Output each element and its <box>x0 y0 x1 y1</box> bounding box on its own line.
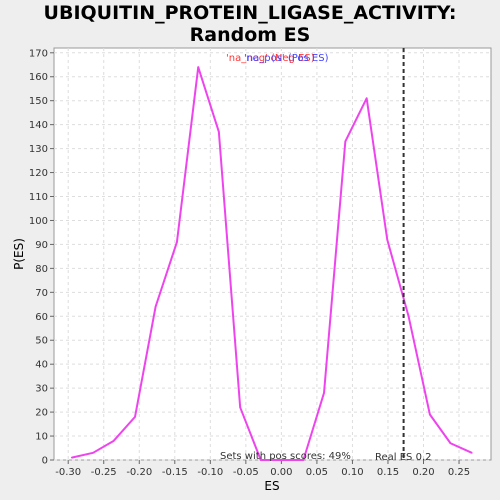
data-point <box>386 238 389 241</box>
x-tick-label: -0.10 <box>197 467 223 478</box>
y-tick-label: 160 <box>29 72 48 83</box>
y-tick-label: 50 <box>35 336 48 347</box>
y-tick-label: 130 <box>29 144 48 155</box>
x-tick-label: -0.25 <box>91 467 117 478</box>
data-point <box>92 452 94 454</box>
data-point <box>281 459 283 461</box>
y-tick-label: 20 <box>35 408 48 419</box>
data-point <box>154 305 157 308</box>
y-axis-ticks: 0 10 20 30 40 50 60 70 80 90 100 110 120 130 140 150 160… <box>29 48 54 467</box>
data-point <box>70 456 73 459</box>
y-tick-label: 80 <box>35 264 48 275</box>
series-layer <box>70 66 473 461</box>
legend-entry-pos: 'na_pos' (Pos ES) <box>244 53 329 64</box>
x-tick-label: -0.30 <box>55 467 81 478</box>
data-point <box>344 140 347 143</box>
data-point <box>365 97 368 100</box>
y-tick-label: 120 <box>29 168 48 179</box>
x-tick-label: 0.20 <box>412 467 434 478</box>
pos-scores-label: Sets with pos scores: 49% <box>220 451 351 462</box>
y-tick-label: 90 <box>35 240 48 251</box>
data-point <box>176 241 178 243</box>
x-tick-label: -0.20 <box>126 467 152 478</box>
y-tick-label: 150 <box>29 96 48 107</box>
data-point <box>302 459 305 461</box>
y-tick-label: 140 <box>29 120 48 131</box>
x-axis-label: ES <box>264 479 279 493</box>
data-point <box>429 413 431 416</box>
gridlines <box>54 48 491 461</box>
es-distribution-line <box>71 66 473 461</box>
data-point <box>407 315 410 318</box>
y-tick-label: 30 <box>35 384 48 395</box>
real-es-label: Real ES 0.2 <box>375 452 431 463</box>
y-tick-label: 0 <box>42 456 48 467</box>
data-point <box>112 440 115 442</box>
x-tick-label: 0.05 <box>306 467 328 478</box>
x-tick-label: 0.10 <box>341 467 363 478</box>
y-tick-label: 110 <box>29 192 48 203</box>
y-tick-label: 170 <box>29 48 48 59</box>
y-tick-label: 70 <box>35 288 48 299</box>
x-axis-ticks: -0.30 -0.25 -0.20 -0.15 -0.10 -0.05 0.00 0.05 0.… <box>55 460 470 478</box>
legend-entry-neg: 'na_neg' (Neg ES) <box>226 53 315 64</box>
y-tick-label: 10 <box>35 432 48 443</box>
data-point <box>471 452 473 454</box>
data-point <box>134 416 136 418</box>
data-point <box>218 131 220 133</box>
x-tick-label: 0.25 <box>448 467 470 478</box>
chart-title-line1: UBIQUITIN_PROTEIN_LIGASE_ACTIVITY: Rando… <box>43 2 457 46</box>
data-point <box>323 392 325 394</box>
data-point <box>259 459 262 461</box>
y-axis-label: P(ES) <box>12 238 26 270</box>
x-tick-label: -0.05 <box>233 467 259 478</box>
x-tick-label: 0.00 <box>270 467 292 478</box>
x-tick-label: -0.15 <box>162 467 188 478</box>
data-point <box>239 406 241 409</box>
data-point <box>449 442 452 445</box>
y-tick-label: 100 <box>29 216 48 227</box>
x-tick-label: 0.15 <box>377 467 399 478</box>
y-tick-label: 40 <box>35 360 48 371</box>
data-point <box>197 66 200 68</box>
y-tick-label: 60 <box>35 312 48 323</box>
plot-area <box>53 47 492 461</box>
